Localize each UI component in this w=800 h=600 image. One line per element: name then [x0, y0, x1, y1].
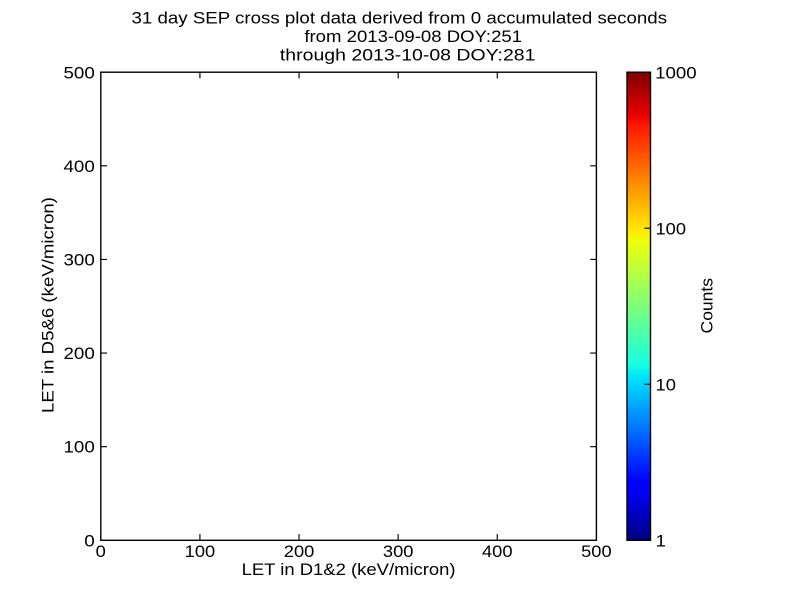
- svg-text:1000: 1000: [655, 63, 697, 82]
- svg-text:through 2013-10-08 DOY:281: through 2013-10-08 DOY:281: [280, 46, 536, 65]
- svg-text:0: 0: [84, 531, 95, 550]
- svg-text:31 day SEP cross plot data der: 31 day SEP cross plot data derived from …: [132, 9, 668, 28]
- svg-text:400: 400: [64, 157, 95, 176]
- svg-text:10: 10: [656, 375, 676, 394]
- svg-text:500: 500: [64, 63, 95, 82]
- svg-text:500: 500: [581, 542, 612, 561]
- svg-text:200: 200: [284, 542, 315, 561]
- svg-text:0: 0: [96, 542, 106, 561]
- svg-text:100: 100: [64, 438, 95, 457]
- svg-text:300: 300: [64, 251, 95, 270]
- svg-text:LET in D1&2 (keV/micron): LET in D1&2 (keV/micron): [242, 560, 456, 579]
- svg-text:from 2013-09-08 DOY:251: from 2013-09-08 DOY:251: [304, 27, 522, 46]
- svg-text:300: 300: [383, 542, 414, 561]
- svg-text:Counts: Counts: [698, 278, 717, 334]
- svg-text:100: 100: [185, 542, 216, 561]
- svg-text:100: 100: [656, 219, 687, 238]
- svg-text:200: 200: [64, 344, 95, 363]
- svg-text:LET in D5&6 (keV/micron): LET in D5&6 (keV/micron): [38, 197, 57, 413]
- svg-text:1: 1: [656, 531, 667, 550]
- svg-text:400: 400: [482, 542, 513, 561]
